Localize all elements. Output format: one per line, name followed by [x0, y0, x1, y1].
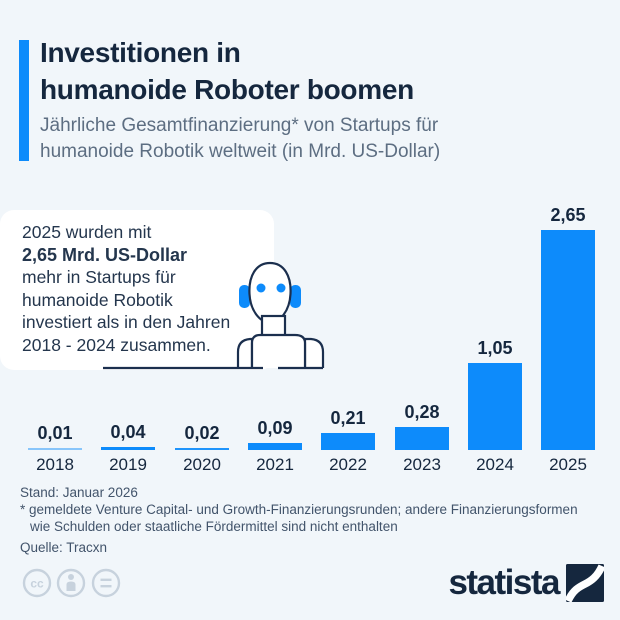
- robot-eye-left: [256, 283, 266, 293]
- status-date: Stand: Januar 2026: [20, 485, 138, 500]
- axis-label-2024: 2024: [476, 455, 514, 474]
- axis-label-2022: 2022: [329, 455, 367, 474]
- robot-ear-left: [239, 285, 250, 308]
- bar-value-2021: 0,09: [257, 418, 293, 438]
- footnote-line-1: * gemeldete Venture Capital- und Growth-…: [20, 502, 578, 517]
- bar-value-2022: 0,21: [330, 408, 366, 428]
- statista-wordmark: statista: [448, 563, 560, 602]
- footnote-line-2: wie Schulden oder staatliche Fördermitte…: [30, 519, 398, 534]
- title-accent-bar: [19, 40, 29, 161]
- bar-2021: [248, 443, 302, 450]
- robot-ear-right: [290, 285, 301, 308]
- bar-value-2024: 1,05: [477, 338, 513, 358]
- bar-2019: [101, 447, 155, 450]
- equals-icon-glyph: [100, 578, 112, 588]
- statista-logo[interactable]: statista: [448, 562, 604, 604]
- callout-line: investiert als in den Jahren: [22, 312, 231, 333]
- callout-line: 2018 - 2024 zusammen.: [22, 334, 211, 355]
- callout-box: [0, 210, 274, 370]
- axis-label-2018: 2018: [36, 455, 74, 474]
- robot-head: [248, 261, 292, 324]
- title-line-1: Investitionen in: [40, 37, 241, 68]
- attribution-person-icon[interactable]: [56, 568, 86, 598]
- robot-icon: [103, 261, 325, 370]
- bar-2023: [395, 427, 449, 450]
- callout-text: 2025 wurden mit 2,65 Mrd. US-Dollar mehr…: [22, 221, 262, 357]
- callout-line: 2025 wurden mit: [22, 222, 152, 242]
- axis-label-2019: 2019: [109, 455, 147, 474]
- callout-line: mehr in Startups für: [22, 267, 176, 288]
- statista-mark-icon: [566, 564, 604, 602]
- subtitle-line-2: humanoide Robotik weltweit (in Mrd. US-D…: [40, 140, 441, 162]
- no-derivatives-icon[interactable]: [91, 568, 121, 598]
- bar-2022: [321, 433, 375, 450]
- bar-value-2023: 0,28: [404, 402, 440, 422]
- callout-highlight-value: 2,65 Mrd. US-Dollar: [22, 244, 188, 265]
- axis-label-2025: 2025: [549, 455, 587, 474]
- bar-value-2020: 0,02: [184, 423, 220, 443]
- callout-line: humanoide Robotik: [22, 289, 173, 310]
- footnotes: Stand: Januar 2026 * gemeldete Venture C…: [20, 484, 605, 556]
- robot-torso: [250, 333, 307, 368]
- subtitle-line-1: Jährliche Gesamtfinanzierung* von Startu…: [40, 115, 439, 136]
- source-label: Quelle: Tracxn: [20, 540, 108, 555]
- robot-arm-left: [236, 337, 254, 368]
- bar-value-2019: 0,04: [110, 422, 146, 442]
- person-icon-glyph: [66, 574, 76, 591]
- bar-2018: [28, 448, 82, 450]
- title-line-2: humanoide Roboter boomen: [40, 74, 414, 105]
- bar-value-2025: 2,65: [550, 205, 586, 225]
- robot-arm-right: [303, 337, 325, 368]
- bar-2020: [175, 448, 229, 450]
- page-title: Investitionen in humanoide Roboter boome…: [40, 34, 600, 108]
- axis-label-2023: 2023: [403, 455, 441, 474]
- bar-value-2018: 0,01: [37, 423, 73, 443]
- bar-2024: [468, 363, 522, 450]
- bar-2025: [541, 230, 595, 450]
- cc-icon-glyph: cc: [30, 577, 44, 591]
- axis-label-2021: 2021: [256, 455, 294, 474]
- cc-icon[interactable]: [22, 568, 52, 598]
- axis-label-2020: 2020: [183, 455, 221, 474]
- page-subtitle: Jährliche Gesamtfinanzierung* von Startu…: [40, 113, 600, 164]
- license-icons[interactable]: cc: [22, 566, 122, 600]
- robot-eye-right: [276, 283, 286, 293]
